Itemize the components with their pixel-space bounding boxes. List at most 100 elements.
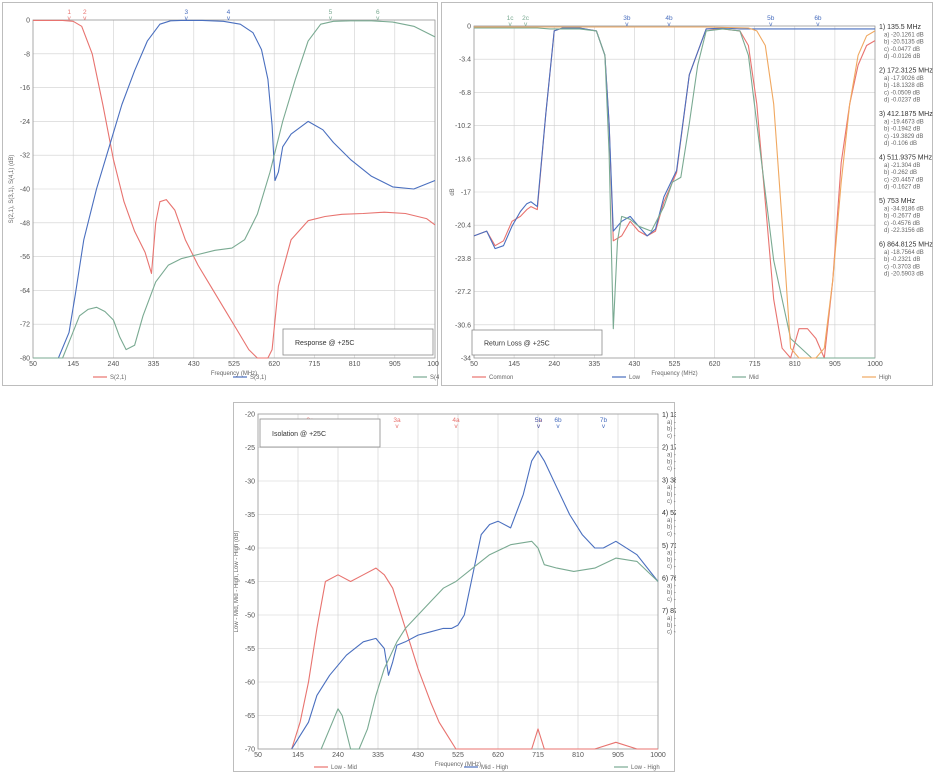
marker-readout-heading: 1) 135.5 MHz [879, 24, 922, 31]
x-axis-label: Frequency (MHz) [651, 371, 697, 377]
legend-entry: S(3,1) [250, 375, 266, 381]
marker-readout-value: d) -0.0126 dB [884, 54, 920, 60]
x-axis-label: Frequency (MHz) [435, 762, 481, 768]
marker-caret: v [508, 21, 512, 28]
x-tick-label: 335 [372, 752, 384, 759]
marker-readout-value: c) -74.8022 dB [667, 433, 676, 439]
marker-label: 5b [535, 417, 543, 424]
y-tick-label: -3.4 [459, 57, 471, 64]
series-line-common [473, 27, 876, 359]
y-tick-label: -6.8 [459, 90, 471, 97]
marker-readout-value: a) -57.6978 dB [667, 453, 676, 459]
marker-caret: v [816, 21, 820, 28]
marker-readout-value: b) -39.8341 dB [667, 623, 676, 629]
series-line-low [473, 27, 875, 250]
x-tick-label: 1000 [867, 361, 883, 368]
marker-caret: v [602, 423, 606, 430]
marker-readout-value: b) -28.6267 dB [667, 590, 676, 596]
marker-readout-value: b) -18.1328 dB [884, 83, 924, 89]
isolation-chart-panel: 50 145 240 335 430 525 620 715 810 905 1000 -20 -25 -… [233, 402, 676, 772]
marker-readout-heading: 5) 753 MHz [879, 198, 916, 205]
y-tick-label: -40 [20, 187, 30, 194]
marker-caret: v [556, 423, 560, 430]
marker-readout-value: d) -0.106 dB [884, 141, 917, 147]
marker-label: 1 [67, 9, 71, 16]
y-axis-label: dB [450, 188, 456, 195]
legend-entry: Common [489, 375, 513, 381]
x-tick-label: 715 [532, 752, 544, 759]
marker-readout-value: a) -67.2674 dB [667, 551, 676, 557]
y-tick-label: -70 [245, 747, 255, 754]
x-tick-label: 905 [829, 361, 841, 368]
marker-readout-value: a) -19.4673 dB [884, 119, 924, 125]
x-tick-label: 810 [572, 752, 584, 759]
x-tick-label: 620 [268, 361, 280, 368]
marker-readout-value: c) -19.3829 dB [884, 134, 923, 140]
marker-label: 5 [329, 9, 333, 16]
marker-readout-value: c) -0.0509 dB [884, 90, 920, 96]
marker-caret: v [376, 15, 380, 22]
marker-readout-value: a) -20.1261 dB [884, 32, 924, 38]
x-tick-label: 905 [389, 361, 401, 368]
marker-readout-value: a) -46.7540 dB [667, 485, 676, 491]
x-tick-label: 50 [470, 361, 478, 368]
marker-label: 1c [507, 15, 515, 22]
marker-readout-value: b) -25.5536 dB [667, 557, 676, 563]
marker-readout-value: d) -0.1627 dB [884, 185, 920, 191]
y-tick-label: -35 [245, 512, 255, 519]
x-tick-label: 810 [349, 361, 361, 368]
series-line-mid-high [291, 450, 659, 750]
y-tick-label: -20 [245, 412, 255, 419]
x-tick-label: 335 [148, 361, 160, 368]
y-tick-label: -23.8 [455, 256, 471, 263]
y-tick-label: -16 [20, 85, 30, 92]
marker-readout-value: a) -17.9026 dB [884, 76, 924, 82]
marker-caret: v [83, 15, 87, 22]
marker-readout-value: b) -20.5135 dB [884, 40, 924, 46]
chart-title: Isolation @ +25C [272, 431, 326, 438]
marker-label: 4a [452, 417, 460, 424]
marker-readout-heading: 2) 173.5 MHz [662, 445, 676, 452]
y-tick-label: -40 [245, 546, 255, 553]
response-chart: 5014524033543052562071581090510000-8-16-… [9, 9, 439, 381]
marker-label: 3 [184, 9, 188, 16]
marker-caret: v [625, 21, 629, 28]
x-tick-label: 430 [188, 361, 200, 368]
marker-readout-value: c) -20.4457 dB [884, 177, 923, 183]
legend-entry: S(4,1) [430, 375, 439, 381]
marker-caret: v [185, 15, 189, 22]
marker-readout-value: a) -34.9186 dB [884, 206, 924, 212]
y-tick-label: -24 [20, 119, 30, 126]
marker-readout-heading: 3) 412.1875 MHz [879, 111, 933, 118]
marker-readout-value: d) -22.3156 dB [884, 228, 924, 234]
marker-readout-value: a) -76.001 dB [667, 583, 676, 589]
marker-readout-heading: 4) 520.25 MHz [662, 510, 676, 517]
grid [473, 25, 876, 359]
marker-readout-value: b) -66.4203 dB [667, 459, 676, 465]
y-axis-label: S(2,1), S(3,1), S(4,1) (dB) [9, 155, 15, 224]
marker-readout-value: c) -0.4576 dB [884, 221, 920, 227]
marker-readout-value: c) -70.8473 dB [667, 466, 676, 472]
y-tick-label: -30 [245, 479, 255, 486]
series-line-low-mid [291, 567, 658, 750]
legend-entry: Mid - High [481, 765, 508, 771]
response-chart-panel: 5014524033543052562071581090510000-8-16-… [2, 2, 439, 386]
marker-label: 6 [376, 9, 380, 16]
y-tick-label: -50 [245, 613, 255, 620]
marker-label: 3b [623, 15, 631, 22]
x-tick-label: 430 [412, 752, 424, 759]
marker-readout-value: c) -42.1314 dB [667, 564, 676, 570]
marker-readout-value: b) -56.1038 dB [667, 492, 676, 498]
legend-entry: S(2,1) [110, 375, 126, 381]
y-tick-label: -72 [20, 322, 30, 329]
y-tick-label: -34 [461, 356, 471, 363]
y-tick-label: -10.2 [455, 123, 471, 130]
marker-label: 4 [227, 9, 231, 16]
marker-readout-value: a) -67.5116 dB [667, 518, 676, 524]
marker-label: 3a [393, 417, 401, 424]
marker-readout-heading: 5) 716.1875 MHz [662, 543, 676, 550]
x-tick-label: 1000 [427, 361, 439, 368]
x-tick-label: 525 [452, 752, 464, 759]
marker-label: 6b [554, 417, 562, 424]
series-line-s-2-1- [33, 19, 436, 359]
